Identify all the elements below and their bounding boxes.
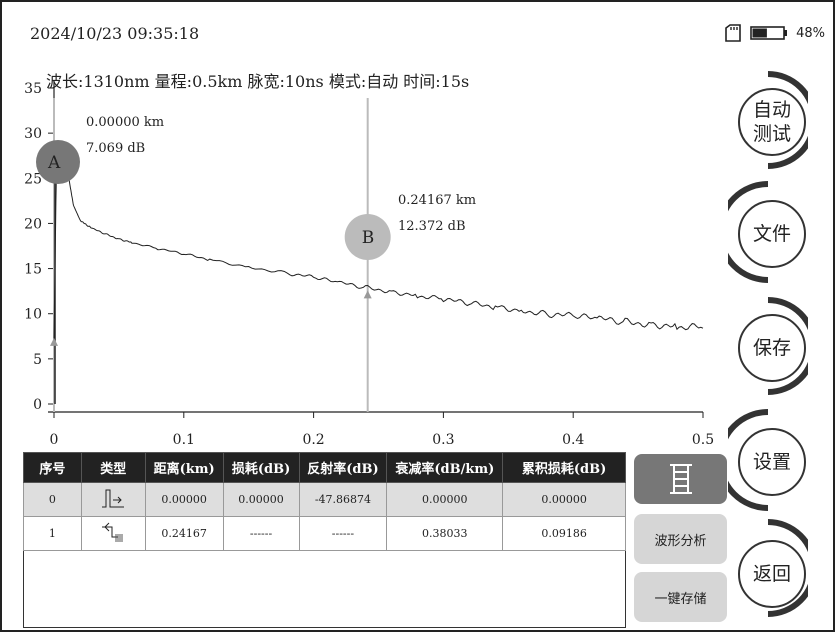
table-row[interactable]: 1 0.24167 ------ ------ 0.38033 0.09186 [23,516,626,551]
header-type: 类型 [80,452,146,483]
settings-ring [728,409,769,511]
marker-a-loss: 7.069 dB [86,141,146,156]
x-tick-label: 0.3 [432,432,454,448]
marker-a-point [50,337,58,346]
file-button[interactable]: 文件 [738,200,806,268]
table-row[interactable]: 0 0.00000 0.00000 -47.86874 0.00000 0.00… [23,482,626,517]
row-distance: 0.00000 [144,482,224,517]
marker-b-handle [344,214,391,260]
auto-test-button[interactable]: 自动 测试 [738,88,806,156]
save-button[interactable]: 保存 [738,314,806,382]
marker-b-point [363,290,372,299]
event-table: 序号 类型 距离(km) 损耗(dB) 反射率(dB) 衰减率(dB/km) 累… [23,452,626,551]
y-tick-label: 30 [24,126,42,142]
row-attenuation: 0.38033 [386,516,504,551]
x-tick-label: 0.2 [302,432,324,448]
header-cumulative: 累积损耗(dB) [502,452,626,483]
header-loss: 损耗(dB) [222,452,300,483]
auto-test-label-2: 测试 [752,123,791,145]
event-list-button[interactable] [634,454,727,504]
end-event-icon [80,516,146,551]
row-cumulative: 0.00000 [502,482,626,517]
header-reflectance: 反射率(dB) [298,452,388,483]
row-distance: 0.24167 [144,516,224,551]
x-tick-label: 0.4 [562,432,584,448]
marker-a-handle [36,140,80,184]
y-tick-label: 15 [24,262,42,278]
y-tick-label: 5 [33,352,42,368]
row-reflectance: ------ [298,516,388,551]
row-index: 0 [23,482,82,517]
file-ring [728,181,769,283]
row-loss: ------ [222,516,300,551]
x-tick-label: 0 [50,432,59,448]
one-key-save-button[interactable]: 一键存储 [634,572,727,622]
marker-b-letter: B [362,228,375,248]
marker-b-loss: 12.372 dB [398,219,466,234]
header-index: 序号 [23,452,82,483]
save-ring [767,297,808,395]
y-tick-label: 0 [33,397,42,413]
row-attenuation: 0.00000 [386,482,504,517]
auto-test-ring [767,71,808,169]
marker-a-readout: 0.00000 km 7.069 dB [86,110,164,162]
marker-a-letter: A [47,153,61,173]
row-index: 1 [23,516,82,551]
marker-b-distance: 0.24167 km [398,193,477,208]
datetime: 2024/10/23 09:35:18 [30,24,200,43]
otdr-trace-chart[interactable]: 0 5 10 15 20 25 30 35 0 0.1 0.2 0.3 0.4 0.5 A B [0,0,720,450]
start-event-icon [80,482,146,517]
y-tick-label: 10 [24,307,42,323]
trace-line [53,154,704,340]
ladder-icon [669,464,692,494]
marker-b-readout: 0.24167 km 12.372 dB [398,188,476,240]
back-button[interactable]: 返回 [738,540,806,608]
y-tick-label: 25 [24,171,42,187]
sd-card-icon [725,24,741,42]
marker-a-distance: 0.00000 km [86,115,165,130]
header-distance: 距离(km) [144,452,224,483]
row-cumulative: 0.09186 [502,516,626,551]
status-bar: 48% [724,24,825,42]
table-header-row: 序号 类型 距离(km) 损耗(dB) 反射率(dB) 衰减率(dB/km) 累… [23,452,626,483]
measurement-params: 波长:1310nm 量程:0.5km 脉宽:10ns 模式:自动 时间:15s [46,72,470,91]
back-ring [767,519,808,617]
row-reflectance: -47.86874 [298,482,388,517]
battery-icon [750,26,788,40]
auto-test-label-1: 自动 [752,99,791,121]
y-tick-label: 35 [24,81,42,97]
waveform-analysis-button[interactable]: 波形分析 [634,514,727,564]
y-tick-label: 20 [24,216,42,232]
x-tick-label: 0.5 [692,432,714,448]
row-loss: 0.00000 [222,482,300,517]
settings-button[interactable]: 设置 [738,428,806,496]
battery-percent: 48% [796,25,825,41]
x-tick-label: 0.1 [173,432,195,448]
header-attenuation: 衰减率(dB/km) [386,452,504,483]
